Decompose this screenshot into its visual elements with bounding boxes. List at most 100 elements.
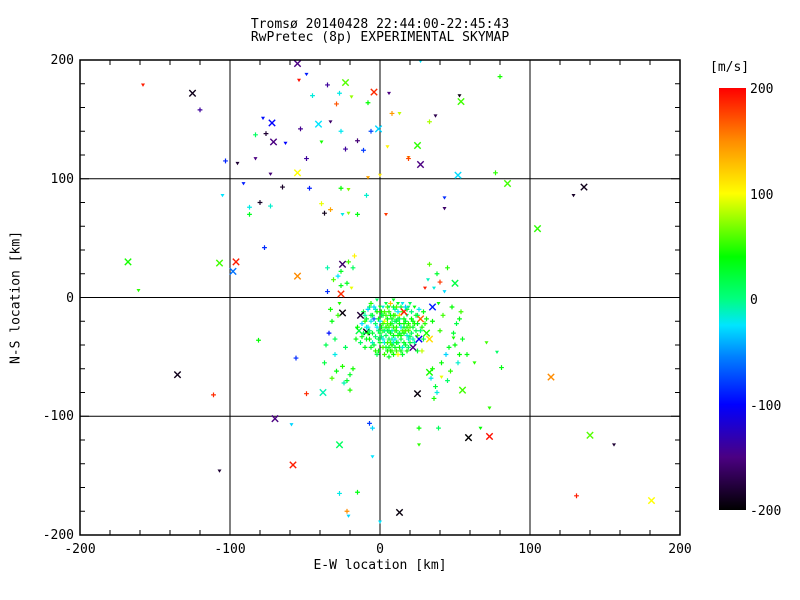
scatter-point-cross: [464, 433, 473, 442]
scatter-point-plus: [437, 328, 443, 334]
scatter-point-plus: [341, 380, 347, 386]
scatter-point-cross: [314, 120, 323, 128]
scatter-point-plus: [337, 90, 342, 96]
scatter-point-plus: [338, 128, 344, 134]
scatter-point-dot: [378, 305, 382, 309]
scatter-point-plus: [424, 316, 429, 322]
scatter-point-plus: [382, 328, 387, 334]
scatter-point-plus: [385, 340, 390, 346]
scatter-point-dot: [426, 278, 430, 282]
scatter-point-cross: [416, 160, 425, 169]
scatter-point-plus: [368, 128, 374, 134]
scatter-point-dot: [442, 196, 447, 200]
scatter-point-plus: [335, 273, 341, 279]
y-tick-label: 100: [50, 171, 74, 187]
scatter-point-plus: [337, 491, 342, 496]
scatter-point-plus: [364, 324, 369, 330]
scatter-point-plus: [350, 366, 356, 372]
scatter-point-plus: [268, 203, 273, 209]
scatter-point-dot: [381, 305, 385, 309]
scatter-point-dot: [289, 423, 294, 427]
scatter-point-cross: [335, 441, 344, 449]
scatter-point-plus: [398, 348, 404, 354]
scatter-point-plus: [355, 211, 360, 217]
scatter-point-plus: [362, 312, 368, 318]
scatter-point-plus: [247, 204, 252, 210]
scatter-point-plus: [406, 321, 411, 327]
scatter-point-dot: [487, 406, 492, 410]
scatter-point-plus: [392, 344, 398, 350]
x-tick-label: -200: [64, 542, 96, 557]
scatter-point-plus: [361, 309, 366, 315]
scatter-point-dot: [442, 207, 447, 211]
scatter-point-plus: [413, 312, 419, 318]
scatter-point-cross: [422, 329, 431, 337]
scatter-point-dot: [442, 290, 447, 294]
scatter-point-cross: [415, 335, 423, 343]
scatter-point-cross: [293, 272, 302, 280]
scatter-point-cross: [458, 386, 467, 394]
scatter-point-dot: [235, 161, 240, 166]
scatter-point-dot: [396, 302, 400, 306]
scatter-point-plus: [368, 344, 374, 350]
scatter-point-plus: [359, 334, 365, 340]
scatter-point-cross: [124, 258, 132, 266]
scatter-point-dot: [433, 114, 438, 118]
colorbar-unit-label: [m/s]: [710, 60, 750, 75]
scatter-point-plus: [430, 318, 435, 324]
scatter-point-plus: [574, 493, 579, 499]
scatter-point-plus: [416, 306, 422, 312]
scatter-point-plus: [395, 309, 401, 315]
scatter-point-plus: [325, 265, 330, 271]
scatter-point-plus: [355, 489, 360, 495]
scatter-point-plus: [386, 344, 392, 350]
scatter-point-plus: [427, 119, 432, 125]
scatter-point-cross: [289, 461, 297, 469]
scatter-point-cross: [454, 171, 462, 179]
scatter-point-plus: [382, 352, 387, 357]
scatter-point-plus: [376, 336, 381, 342]
scatter-point-plus: [389, 342, 395, 348]
scatter-point-plus: [257, 200, 263, 205]
y-tick-label: 0: [66, 290, 74, 306]
scatter-point-dot: [370, 455, 375, 459]
scatter-point-plus: [256, 337, 261, 343]
scatter-point-plus: [391, 352, 396, 357]
x-tick-label: 0: [376, 542, 384, 557]
scatter-point-plus: [410, 324, 416, 330]
scatter-point-plus: [404, 348, 410, 354]
scatter-point-cross: [425, 335, 434, 343]
colorbar-tick-label: -100: [750, 398, 782, 414]
scatter-point-dot: [408, 302, 412, 306]
scatter-point-plus: [458, 309, 464, 315]
scatter-point-plus: [403, 328, 408, 334]
scatter-point-plus: [445, 378, 450, 384]
scatter-point-dot: [378, 173, 382, 178]
scatter-point-dot: [495, 350, 499, 355]
scatter-point-plus: [310, 93, 315, 99]
scatter-point-plus: [304, 156, 309, 161]
scatter-point-plus: [353, 336, 359, 342]
scatter-point-plus: [394, 340, 399, 346]
y-tick-label: -100: [42, 409, 74, 425]
scatter-point-cross: [580, 183, 588, 191]
scatter-point-plus: [365, 306, 371, 312]
scatter-point-cross: [457, 97, 465, 106]
scatter-point-cross: [485, 432, 494, 441]
scatter-point-plus: [370, 330, 375, 336]
scatter-point-plus: [406, 336, 411, 342]
scatter-point-dot: [283, 141, 288, 146]
scatter-point-plus: [394, 304, 399, 310]
scatter-point-plus: [371, 342, 377, 348]
scatter-point-plus: [223, 158, 228, 164]
scatter-point-plus: [455, 360, 461, 366]
scatter-point-plus: [380, 336, 386, 342]
scatter-point-cross: [374, 125, 383, 133]
scatter-point-plus: [344, 280, 350, 286]
scatter-point-cross: [586, 431, 594, 439]
scatter-point-plus: [377, 330, 383, 336]
scatter-point-plus: [395, 352, 401, 357]
scatter-point-plus: [334, 368, 339, 374]
scatter-point-dot: [612, 443, 616, 447]
scatter-point-plus: [400, 344, 405, 350]
